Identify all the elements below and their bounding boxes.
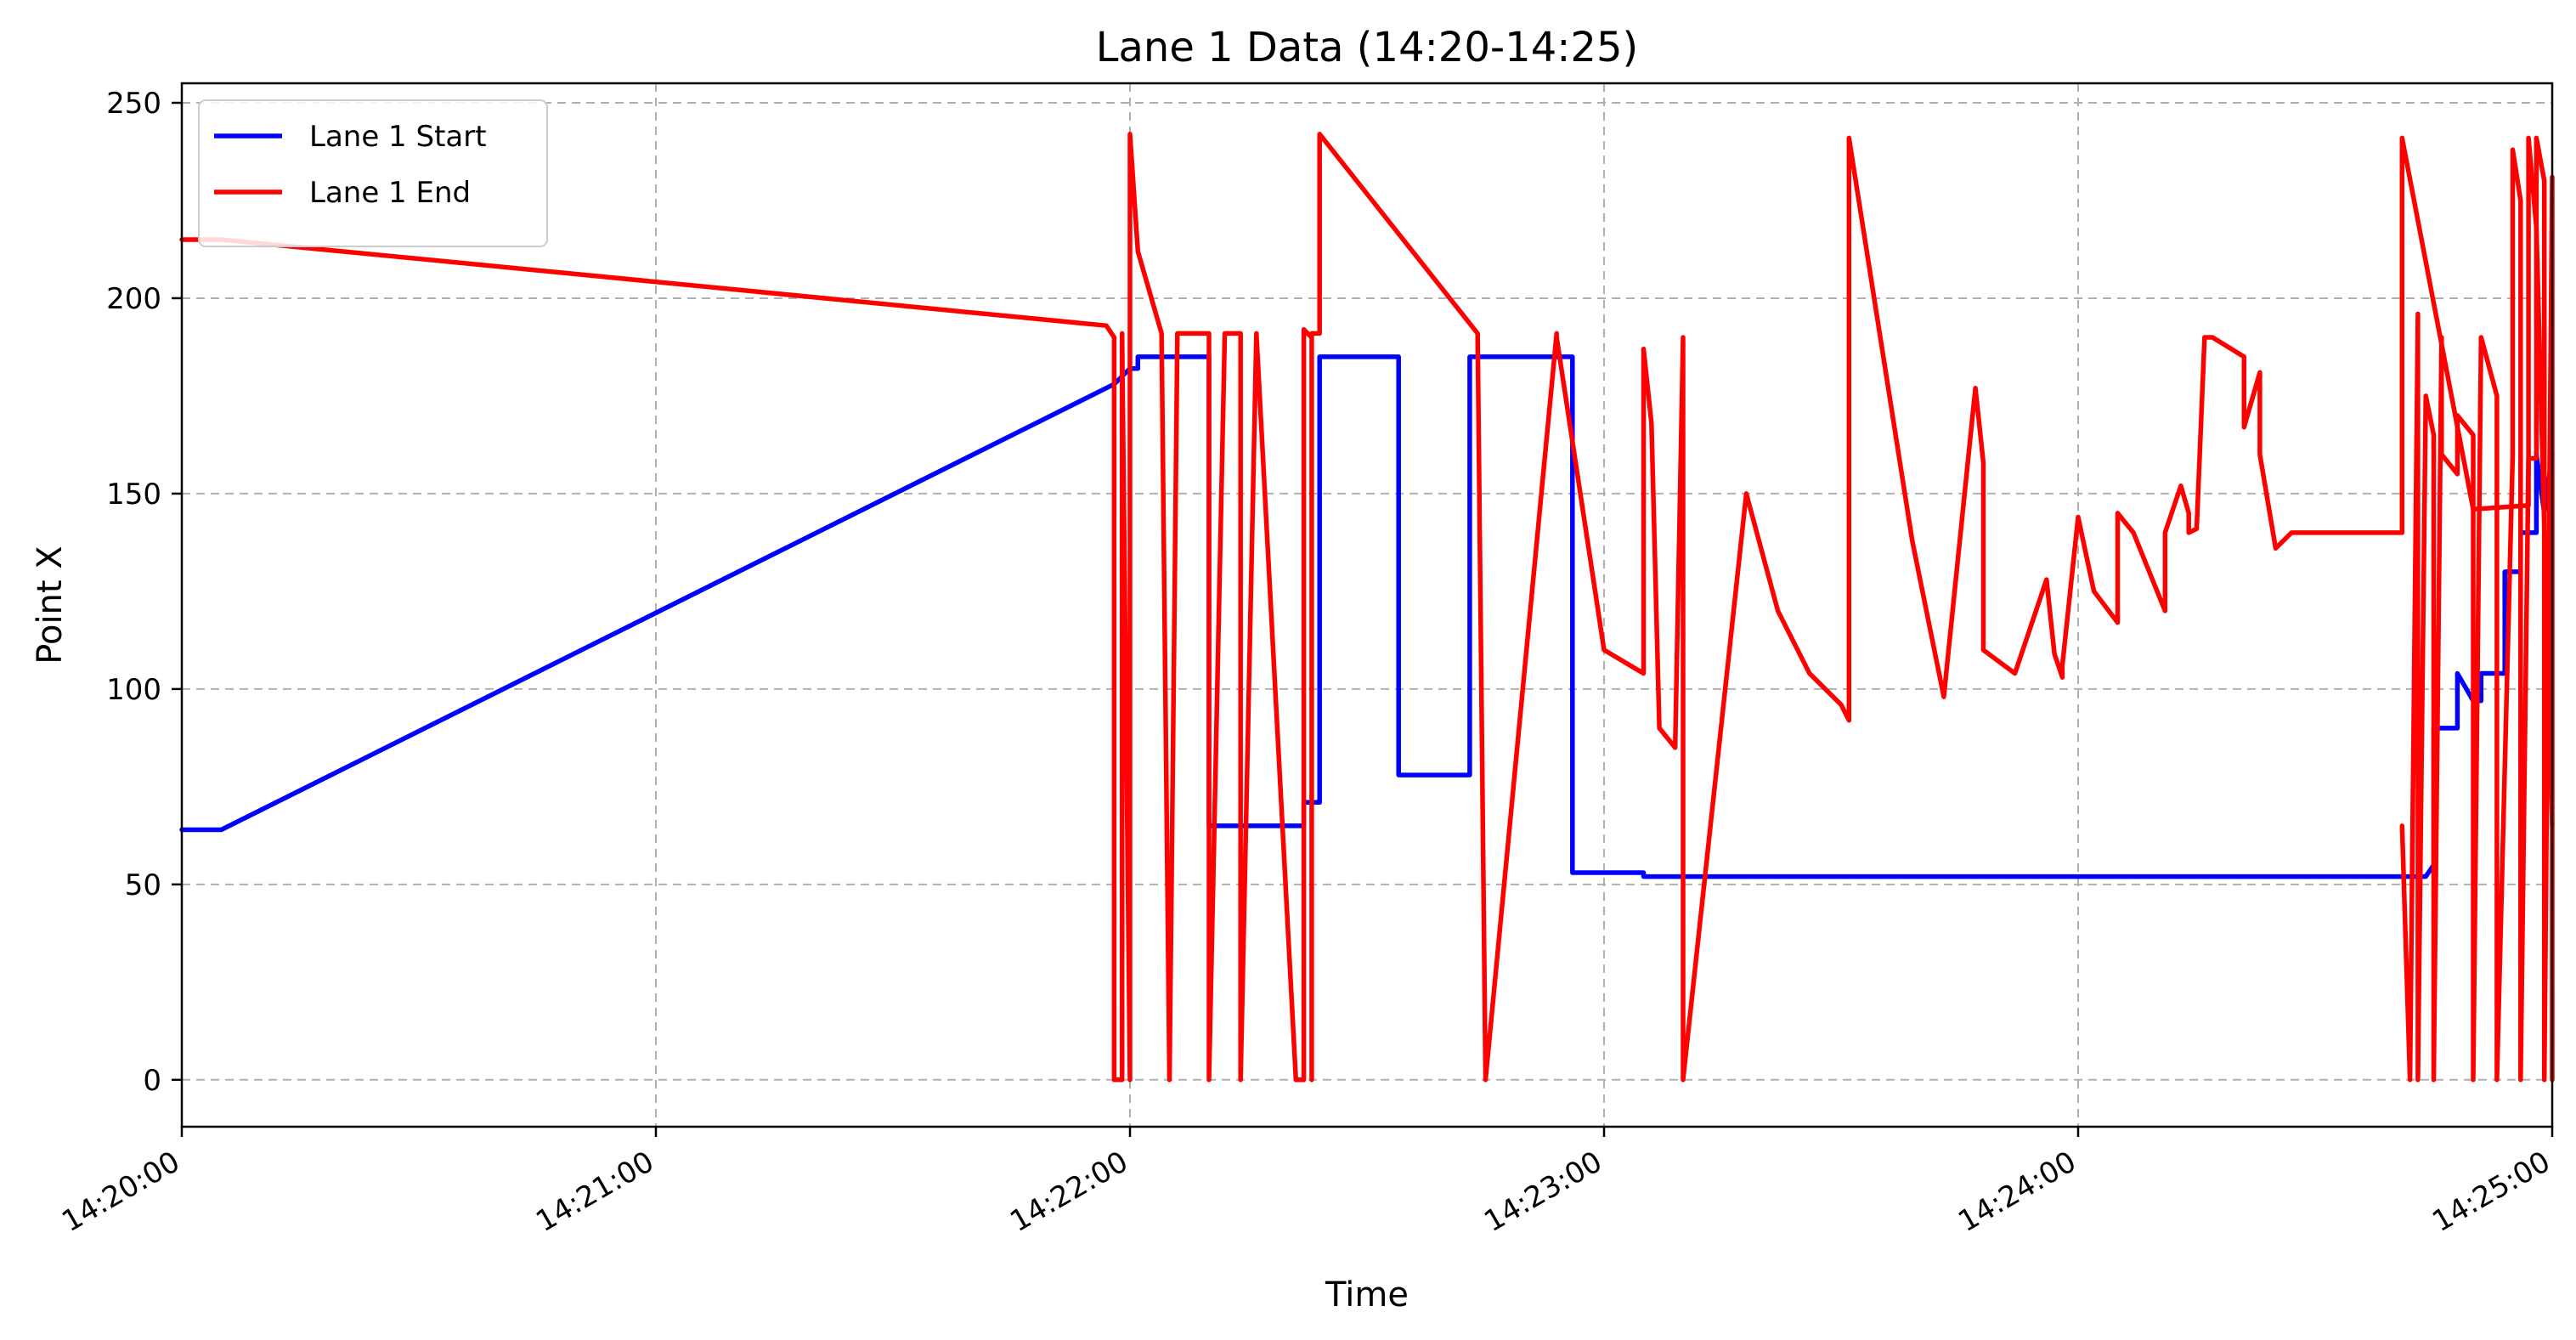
y-axis-label: Point X [31, 546, 70, 664]
legend-label: Lane 1 End [309, 176, 471, 210]
y-tick-label: 50 [125, 868, 161, 902]
y-tick-label: 0 [143, 1064, 161, 1098]
y-tick-label: 250 [106, 87, 161, 121]
plot-frame [180, 82, 2554, 1128]
x-axis-label: Time [1325, 1275, 1409, 1315]
series-line-segment-2 [2399, 135, 2555, 1083]
series-line-lane-1-end [179, 132, 2555, 1083]
y-tick-label: 200 [106, 282, 161, 316]
y-tick-label: 150 [106, 478, 161, 512]
legend: Lane 1 Start Lane 1 End [198, 99, 548, 247]
y-tick-label: 100 [106, 673, 161, 707]
legend-label: Lane 1 Start [309, 120, 487, 154]
series-layer [179, 132, 2555, 1083]
chart-title: Lane 1 Data (14:20-14:25) [1096, 24, 1638, 71]
legend-box [198, 99, 548, 247]
